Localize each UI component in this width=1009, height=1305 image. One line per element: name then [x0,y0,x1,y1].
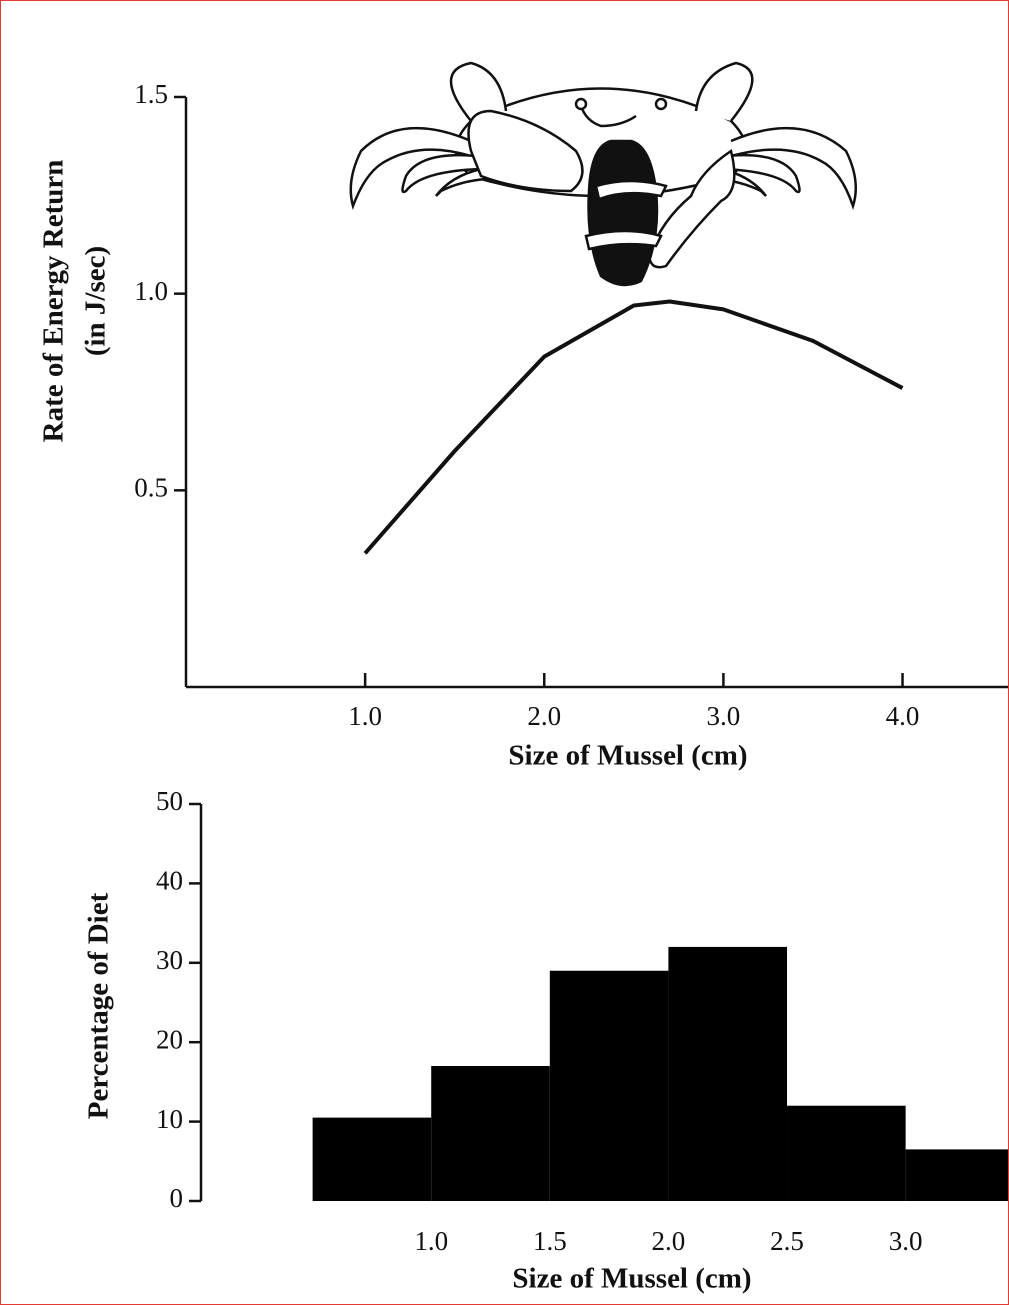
x-tick-label: 1.0 [414,1226,448,1256]
y-tick-label: 20 [156,1024,183,1054]
x-tick-label: 2.5 [770,1226,804,1256]
y-axis-label: (in J/sec) [80,246,112,356]
y-tick-label: 30 [156,945,183,975]
y-tick-label: 10 [156,1104,183,1134]
y-tick-label: 0.5 [134,473,168,503]
y-axis-label: Rate of Energy Return [38,160,70,443]
x-tick-label: 2.0 [527,701,561,731]
crab-illustration [349,61,858,287]
y-axis-label: Percentage of Diet [83,892,115,1119]
x-tick-label: 3.0 [889,1226,923,1256]
x-axis-label: Size of Mussel (cm) [512,1263,751,1295]
y-tick-label: 50 [156,786,183,816]
histogram-bar [312,1117,432,1201]
histogram-bar [787,1105,906,1201]
y-tick-label: 1.0 [134,276,168,306]
x-tick-label: 3.0 [707,701,741,731]
y-tick-label: 1.5 [134,79,168,109]
histogram-bar [431,1066,550,1201]
x-tick-label: 1.0 [348,701,382,731]
histogram-bar [668,946,788,1201]
line [363,299,904,555]
histogram-bar [905,1149,1008,1201]
histogram-bar [549,970,669,1201]
x-tick-label: 4.0 [886,701,920,731]
x-tick-label: 1.5 [533,1226,567,1256]
y-tick-label: 0 [170,1183,184,1213]
x-tick-label: 2.0 [652,1226,686,1256]
y-tick-label: 40 [156,866,183,896]
x-axis-label: Size of Mussel (cm) [508,740,747,772]
